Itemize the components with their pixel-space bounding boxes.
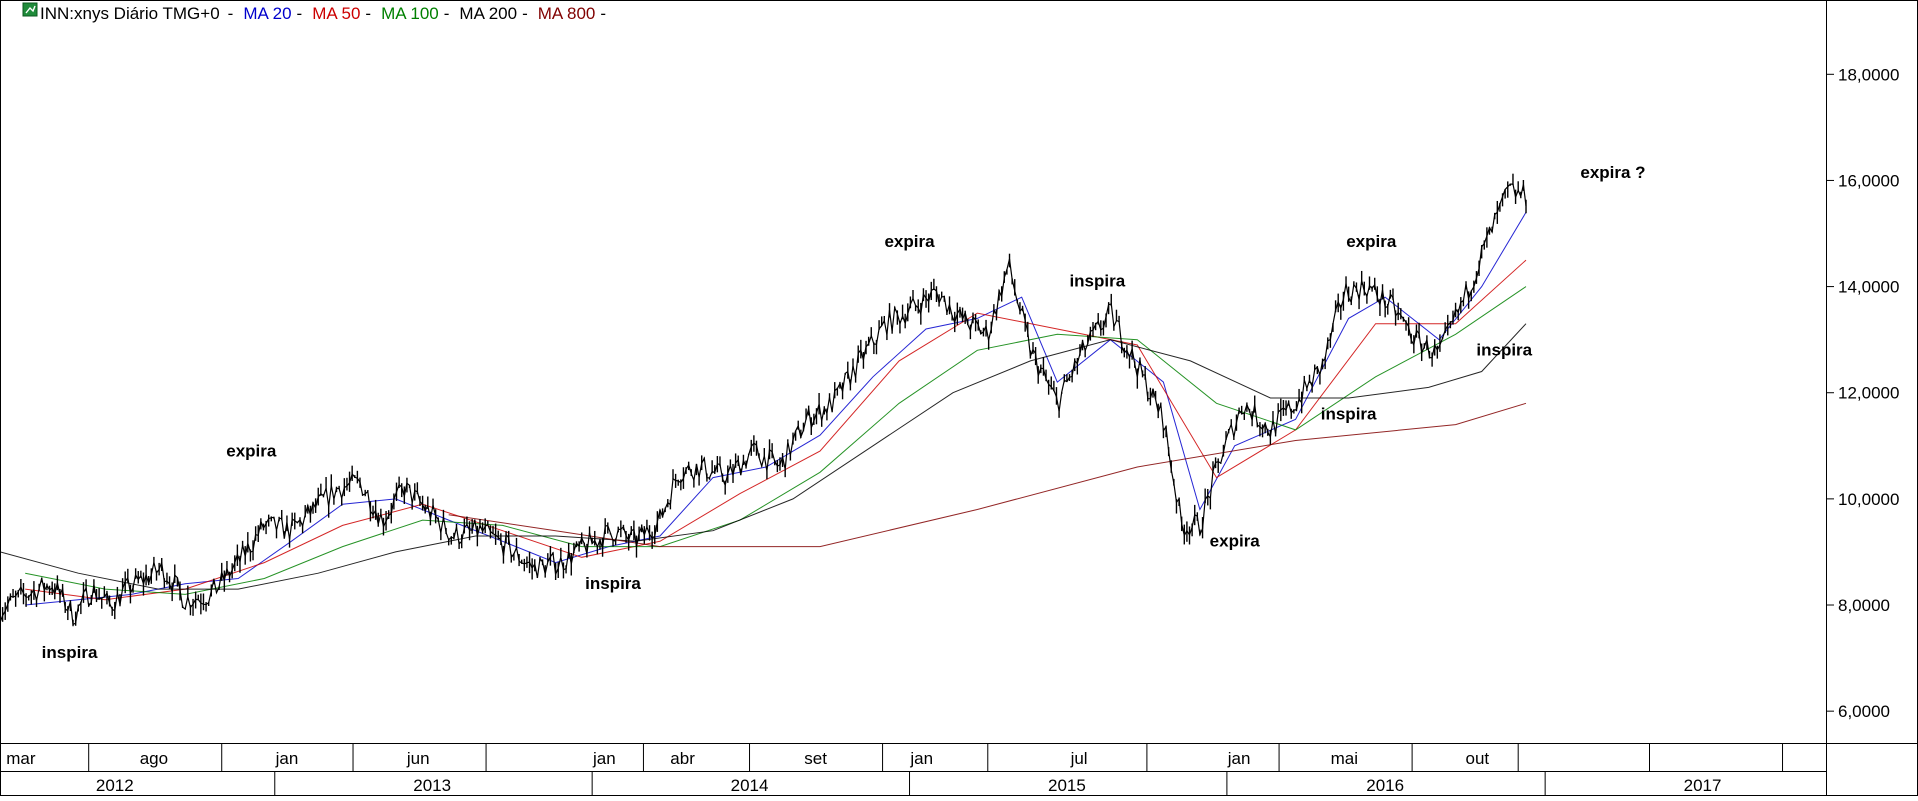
y-tick-label: 8,0000: [1838, 596, 1890, 615]
annotation-label: inspira: [1476, 341, 1532, 360]
x-month-label: mai: [1331, 749, 1358, 768]
x-month-label: jan: [275, 749, 299, 768]
annotation-label: expira ?: [1580, 163, 1645, 182]
x-month-label: out: [1466, 749, 1490, 768]
x-month-label: ago: [140, 749, 168, 768]
legend-marker: -: [365, 4, 371, 23]
x-year-label: 2013: [413, 776, 451, 795]
x-month-label: jul: [1070, 749, 1088, 768]
x-month-label: jan: [909, 749, 933, 768]
legend-marker: -: [297, 4, 303, 23]
chart-app-icon: [23, 3, 37, 16]
y-tick-label: 6,0000: [1838, 702, 1890, 721]
legend-entry: MA 800: [538, 4, 596, 23]
y-tick-label: 16,0000: [1838, 171, 1899, 190]
legend-marker: -: [228, 4, 234, 23]
legend-entry: MA 100: [381, 4, 439, 23]
x-month-label: jan: [592, 749, 616, 768]
x-year-label: 2016: [1366, 776, 1404, 795]
y-tick-label: 18,0000: [1838, 65, 1899, 84]
x-year-label: 2014: [731, 776, 769, 795]
annotation-label: inspira: [1321, 404, 1377, 423]
x-month-label: jan: [1227, 749, 1251, 768]
x-month-label: mar: [6, 749, 36, 768]
annotation-label: inspira: [1069, 272, 1125, 291]
x-month-label: abr: [670, 749, 695, 768]
annotation-label: inspira: [42, 643, 98, 662]
x-year-label: 2015: [1048, 776, 1086, 795]
legend-marker: -: [522, 4, 528, 23]
y-tick-label: 12,0000: [1838, 384, 1899, 403]
x-month-label: jun: [406, 749, 430, 768]
legend-marker: -: [600, 4, 606, 23]
x-month-label: set: [804, 749, 827, 768]
annotation-label: expira: [1346, 232, 1397, 251]
annotation-label: expira: [226, 441, 277, 460]
legend-title: INN:xnys Diário TMG+0: [40, 4, 220, 23]
y-tick-label: 14,0000: [1838, 278, 1899, 297]
annotation-label: expira: [884, 232, 935, 251]
x-year-label: 2012: [96, 776, 134, 795]
legend-entry: MA 50: [312, 4, 360, 23]
annotation-label: inspira: [585, 574, 641, 593]
y-tick-label: 10,0000: [1838, 490, 1899, 509]
legend-marker: -: [444, 4, 450, 23]
legend-entry: MA 200: [459, 4, 517, 23]
legend-entry: MA 20: [243, 4, 291, 23]
x-year-label: 2017: [1684, 776, 1722, 795]
annotation-label: expira: [1210, 532, 1261, 551]
